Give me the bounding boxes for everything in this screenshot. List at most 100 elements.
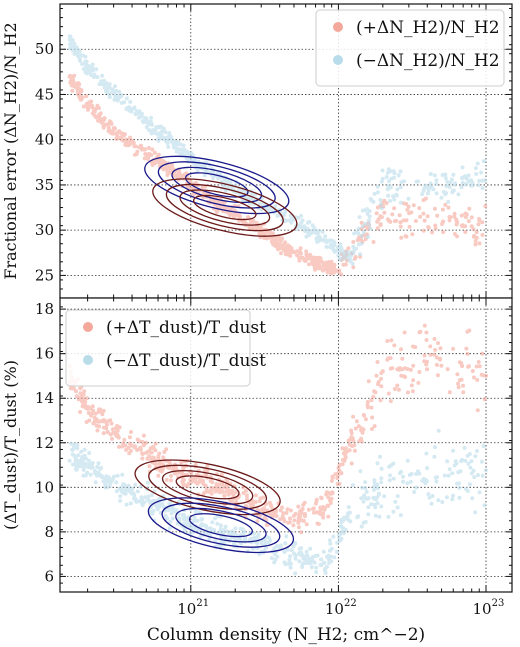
data-point	[156, 160, 161, 165]
data-point	[466, 364, 471, 369]
data-point	[338, 257, 343, 262]
data-point	[423, 196, 428, 201]
contour-line	[179, 189, 271, 226]
data-point	[378, 198, 383, 202]
data-point	[112, 474, 116, 479]
data-point	[140, 456, 145, 461]
data-point	[388, 399, 393, 404]
data-point	[70, 83, 75, 88]
data-point	[207, 537, 212, 542]
data-point	[271, 242, 276, 247]
data-point	[210, 520, 215, 525]
data-point	[159, 469, 164, 474]
data-point	[299, 213, 304, 218]
data-point	[359, 426, 364, 431]
data-point	[425, 367, 430, 372]
data-point	[360, 485, 365, 490]
data-point	[467, 206, 472, 211]
data-point	[412, 490, 417, 494]
data-point	[218, 523, 223, 528]
data-point	[407, 473, 412, 477]
data-point	[342, 458, 347, 463]
data-point	[141, 500, 146, 505]
data-point	[366, 218, 371, 223]
data-point	[189, 471, 194, 475]
data-point	[283, 250, 288, 255]
data-point	[335, 540, 340, 545]
data-point	[78, 391, 83, 396]
data-point	[198, 534, 203, 539]
data-point	[359, 220, 364, 225]
data-point	[141, 120, 146, 125]
data-point	[157, 133, 162, 138]
data-point	[130, 138, 134, 143]
data-point	[454, 217, 459, 222]
data-point	[123, 491, 128, 496]
data-point	[428, 344, 433, 349]
data-point	[126, 483, 131, 488]
data-point	[448, 180, 453, 185]
data-point	[355, 238, 360, 243]
data-point	[287, 520, 292, 525]
data-point	[456, 192, 461, 197]
data-point	[96, 106, 101, 110]
data-point	[266, 535, 271, 540]
data-point	[317, 228, 321, 233]
data-point	[92, 415, 97, 420]
data-point	[361, 499, 366, 504]
data-point	[483, 204, 488, 208]
data-point	[470, 369, 475, 373]
contour-line	[161, 469, 254, 505]
data-point	[90, 103, 94, 108]
data-point	[363, 417, 368, 422]
data-point	[101, 419, 106, 424]
data-point	[352, 256, 357, 261]
data-point	[90, 404, 95, 409]
data-point	[434, 479, 439, 484]
data-point	[77, 49, 82, 54]
data-point	[417, 471, 422, 476]
data-point	[384, 201, 389, 206]
data-point	[354, 419, 359, 424]
legend-marker	[333, 55, 343, 65]
data-point	[278, 238, 283, 243]
data-point	[192, 162, 196, 166]
data-point	[312, 230, 317, 234]
data-point	[88, 465, 93, 470]
data-point	[370, 415, 375, 420]
data-point	[272, 546, 277, 551]
data-point	[395, 505, 400, 510]
data-point	[414, 485, 419, 490]
data-point	[367, 222, 371, 227]
data-point	[283, 218, 288, 223]
data-point	[348, 250, 353, 255]
data-point	[118, 498, 123, 503]
data-point	[435, 475, 439, 480]
data-point	[469, 215, 474, 220]
data-point	[447, 390, 452, 395]
data-point	[363, 486, 368, 490]
data-point	[477, 218, 482, 223]
data-point	[463, 486, 468, 491]
data-point	[163, 130, 168, 135]
data-point	[464, 176, 469, 181]
data-point	[401, 218, 406, 223]
data-point	[343, 453, 348, 458]
data-point	[388, 198, 393, 203]
y-tick-label: 50	[35, 40, 54, 58]
data-point	[379, 480, 384, 485]
data-point	[411, 378, 416, 383]
data-point	[443, 202, 448, 207]
data-point	[203, 168, 208, 173]
data-point	[288, 508, 293, 513]
data-point	[166, 145, 171, 149]
data-point	[382, 210, 387, 215]
data-point	[440, 207, 445, 212]
data-point	[149, 115, 154, 120]
data-point	[88, 64, 93, 69]
data-point	[405, 458, 410, 463]
data-point	[262, 232, 267, 236]
data-point	[215, 521, 220, 526]
data-point	[101, 408, 106, 413]
data-point	[318, 512, 323, 517]
